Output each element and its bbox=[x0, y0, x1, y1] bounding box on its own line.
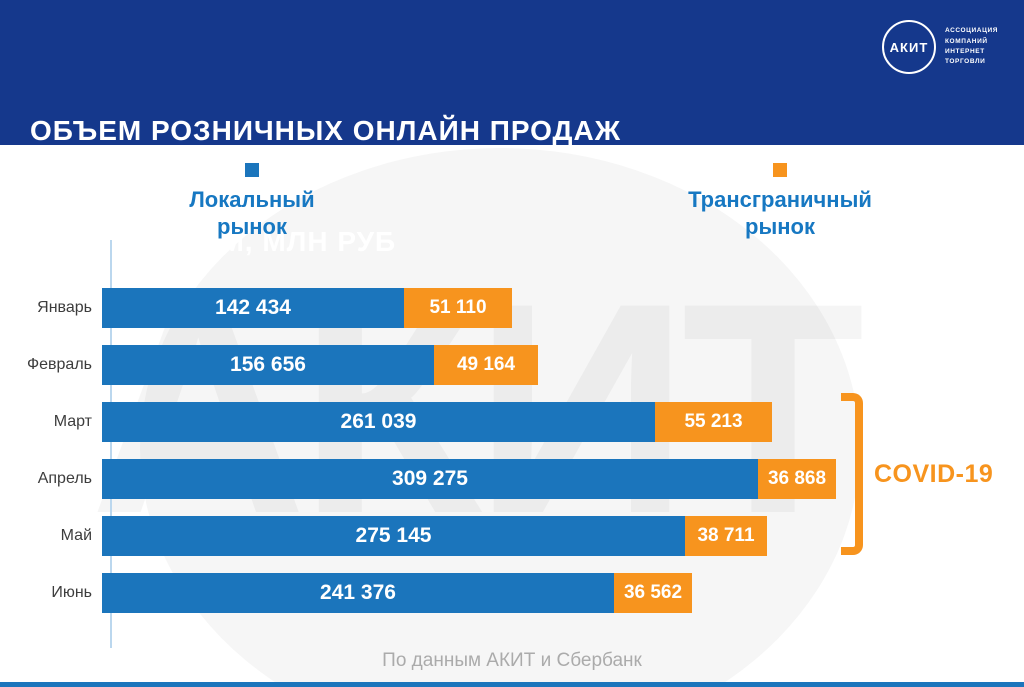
y-axis-line bbox=[110, 240, 112, 648]
header-banner: ОБЪЕМ РОЗНИЧНЫХ ОНЛАЙН ПРОДАЖ ПО МЕСЯЦАМ… bbox=[0, 0, 1024, 257]
month-label: Июнь bbox=[51, 584, 92, 601]
akit-logo-circle: АКИТ bbox=[881, 20, 936, 74]
chart-row: Апрель 309 275 36 868 bbox=[0, 459, 1024, 499]
month-label: Март bbox=[53, 413, 92, 430]
akit-logo-subtitle: АССОЦИАЦИЯ КОМПАНИЙ ИНТЕРНЕТ ТОРГОВЛИ bbox=[945, 26, 998, 68]
legend-label-line: Трансграничный bbox=[688, 187, 872, 212]
cross-border-bar: 36 562 bbox=[614, 573, 692, 613]
cross-border-bar: 38 711 bbox=[685, 516, 767, 556]
local-market-bar: 241 376 bbox=[102, 573, 614, 613]
page-title-line2: ПО МЕСЯЦАМ, МЛН РУБ bbox=[30, 226, 397, 257]
legend-swatch bbox=[245, 163, 259, 177]
legend-swatch bbox=[773, 163, 787, 177]
logo-subtitle-line: АССОЦИАЦИЯ bbox=[944, 27, 998, 35]
source-note: По данным АКИТ и Сбербанк bbox=[382, 650, 642, 671]
month-label: Февраль bbox=[26, 356, 92, 373]
cross-border-bar: 49 164 bbox=[434, 345, 538, 385]
legend-label-line: Локальный bbox=[189, 187, 315, 212]
legend-item-local: Локальный рынок bbox=[157, 163, 347, 240]
cross-border-bar: 55 213 bbox=[655, 402, 772, 442]
legend-label-line: рынок bbox=[745, 214, 815, 239]
month-label: Январь bbox=[37, 299, 92, 316]
cross-border-bar: 36 868 bbox=[758, 459, 836, 499]
local-market-bar: 142 434 bbox=[102, 288, 404, 328]
chart-row: Март 261 039 55 213 bbox=[0, 402, 1024, 442]
local-market-bar: 156 656 bbox=[102, 345, 434, 385]
legend-label-line: рынок bbox=[217, 214, 287, 239]
bottom-accent-strip bbox=[0, 682, 1024, 687]
chart-row: Январь 142 434 51 110 bbox=[0, 288, 1024, 328]
local-market-bar: 309 275 bbox=[102, 459, 758, 499]
cross-border-bar: 51 110 bbox=[404, 288, 512, 328]
month-label: Апрель bbox=[37, 470, 92, 487]
legend-label-local: Локальный рынок bbox=[189, 186, 314, 240]
akit-logo: АКИТ АССОЦИАЦИЯ КОМПАНИЙ ИНТЕРНЕТ ТОРГОВ… bbox=[881, 20, 998, 74]
chart-rows: Январь 142 434 51 110 Февраль 156 656 49… bbox=[0, 288, 1024, 630]
legend-item-cross-border: Трансграничный рынок bbox=[660, 163, 900, 240]
page-title: ОБЪЕМ РОЗНИЧНЫХ ОНЛАЙН ПРОДАЖ ПО МЕСЯЦАМ… bbox=[30, 38, 621, 334]
local-market-bar: 261 039 bbox=[102, 402, 655, 442]
chart-row: Февраль 156 656 49 164 bbox=[0, 345, 1024, 385]
chart-row: Май 275 145 38 711 bbox=[0, 516, 1024, 556]
page-title-line1: ОБЪЕМ РОЗНИЧНЫХ ОНЛАЙН ПРОДАЖ bbox=[30, 115, 622, 146]
covid-bracket bbox=[841, 393, 863, 555]
local-market-bar: 275 145 bbox=[102, 516, 685, 556]
legend-label-cross-border: Трансграничный рынок bbox=[688, 186, 872, 240]
covid-label: COVID-19 bbox=[874, 460, 994, 488]
logo-subtitle-line: ТОРГОВЛИ bbox=[944, 58, 986, 66]
logo-subtitle-line: КОМПАНИЙ bbox=[944, 37, 988, 45]
logo-subtitle-line: ИНТЕРНЕТ bbox=[944, 48, 985, 55]
month-label: Май bbox=[60, 527, 92, 544]
chart-row: Июнь 241 376 36 562 bbox=[0, 573, 1024, 613]
